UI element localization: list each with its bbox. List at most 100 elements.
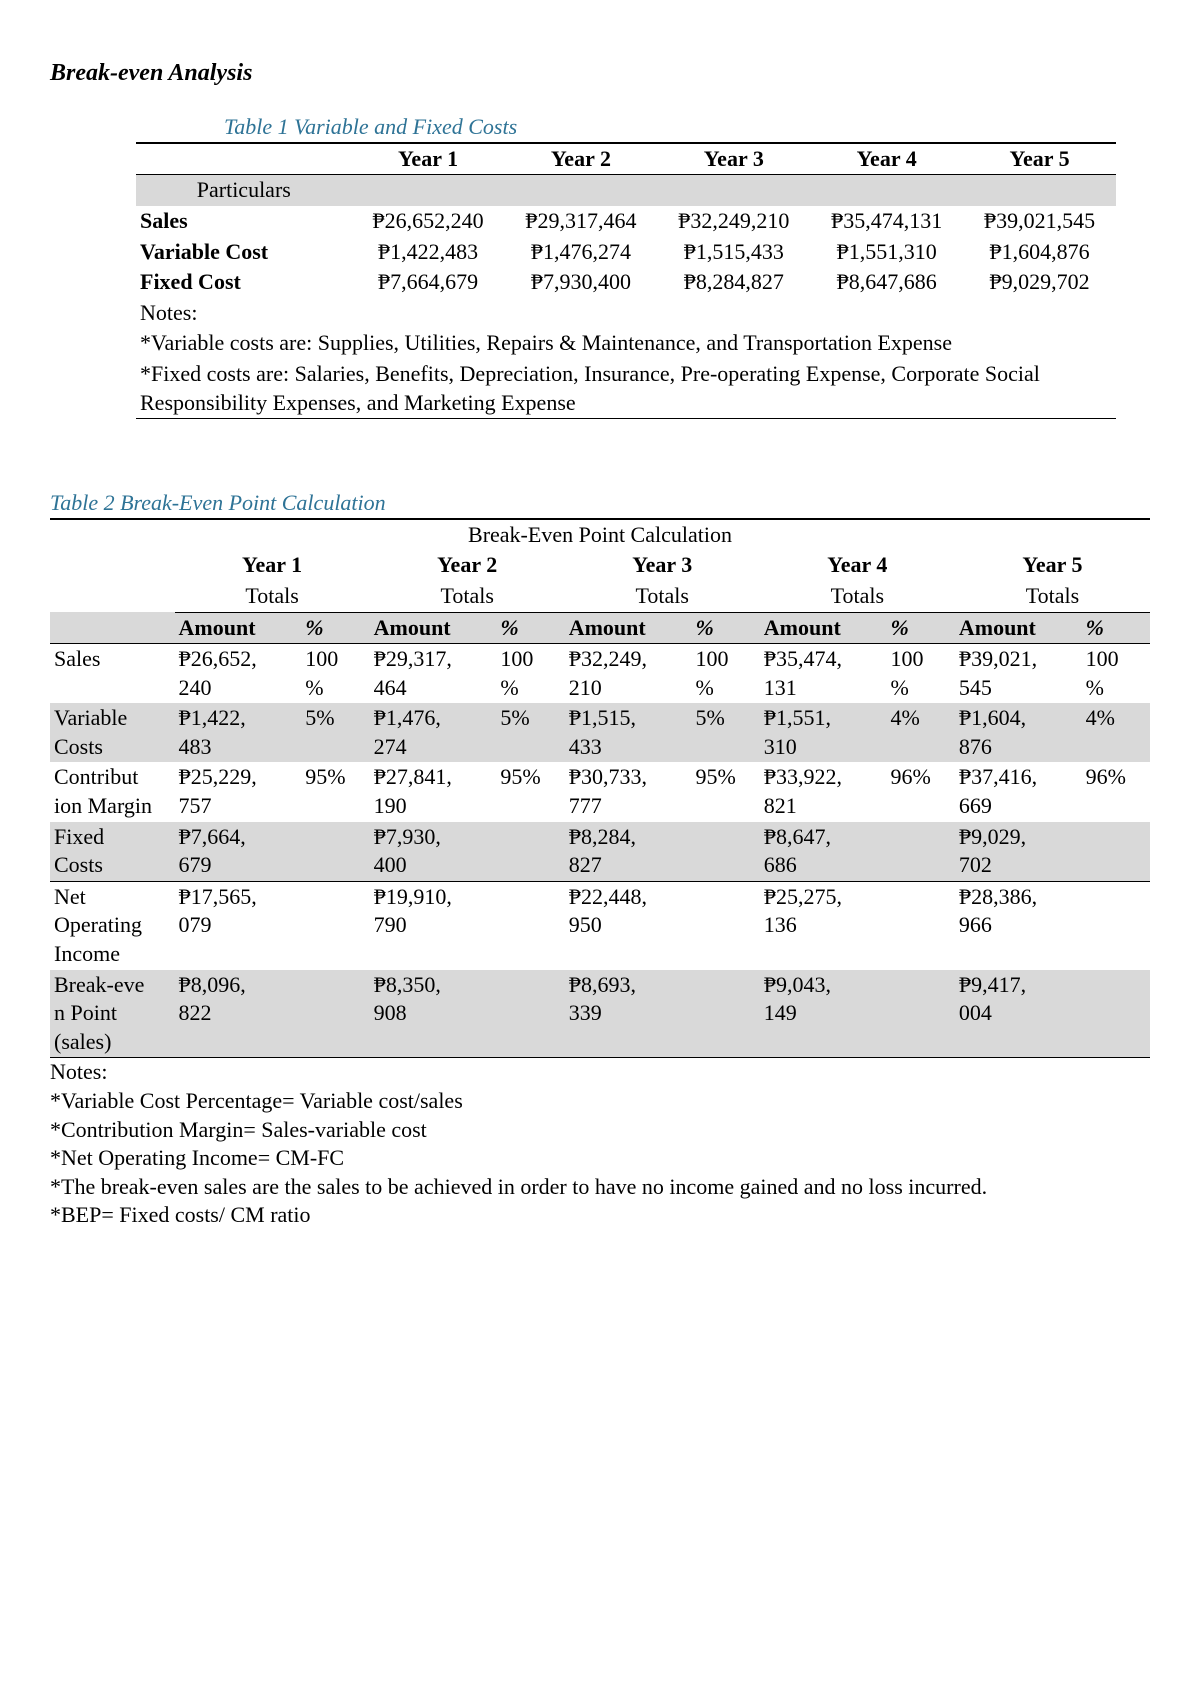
cell-amount: ₱1,551,310	[760, 703, 887, 762]
cell-amount: ₱7,664,679	[175, 822, 302, 882]
table-row: Variable Cost₱1,422,483₱1,476,274₱1,515,…	[136, 237, 1116, 268]
cell-amount: ₱25,275,136	[760, 881, 887, 969]
table2-totals-3: Totals	[565, 581, 760, 612]
cell-percent: 100%	[1082, 644, 1150, 704]
cell-value: ₱26,652,240	[352, 206, 505, 237]
table1-head-y1: Year 1	[352, 143, 505, 175]
row-label: Break-even Point(sales)	[50, 970, 175, 1058]
cell-percent	[496, 970, 564, 1058]
cell-value: ₱1,551,310	[810, 237, 963, 268]
table2-amount-h-1: Amount	[175, 612, 302, 644]
table2-title: Break-Even Point Calculation	[50, 519, 1150, 551]
row-label: VariableCosts	[50, 703, 175, 762]
cell-amount: ₱9,029,702	[955, 822, 1082, 882]
cell-value: ₱1,476,274	[504, 237, 657, 268]
cell-amount: ₱1,422,483	[175, 703, 302, 762]
table2-pct-h-5: %	[1082, 612, 1150, 644]
cell-amount: ₱1,604,876	[955, 703, 1082, 762]
table1-head-y5: Year 5	[963, 143, 1116, 175]
cell-percent: 96%	[1082, 762, 1150, 821]
cell-amount: ₱8,350,908	[370, 970, 497, 1058]
table2-title-row: Break-Even Point Calculation	[50, 519, 1150, 551]
cell-percent: 100%	[887, 644, 955, 704]
cell-percent: 95%	[496, 762, 564, 821]
row-label: Variable Cost	[136, 237, 352, 268]
cell-percent: 100%	[691, 644, 759, 704]
cell-amount: ₱25,229,757	[175, 762, 302, 821]
cell-percent	[887, 970, 955, 1058]
table1-container: Table 1 Variable and Fixed Costs Year 1 …	[136, 113, 1116, 419]
table-row: Contribution Margin₱25,229,75795%₱27,841…	[50, 762, 1150, 821]
table-row: Sales₱26,652,240₱29,317,464₱32,249,210₱3…	[136, 206, 1116, 237]
cell-value: ₱8,647,686	[810, 267, 963, 298]
table2-year-row: Year 1 Year 2 Year 3 Year 4 Year 5	[50, 550, 1150, 581]
table2-year-3: Year 3	[565, 550, 760, 581]
table1-notes-label-row: Notes:	[136, 298, 1116, 329]
cell-value: ₱9,029,702	[963, 267, 1116, 298]
table2-year-1: Year 1	[175, 550, 370, 581]
cell-amount: ₱8,647,686	[760, 822, 887, 882]
table1-head-y2: Year 2	[504, 143, 657, 175]
table2-totals-5: Totals	[955, 581, 1150, 612]
table2-totals-1: Totals	[175, 581, 370, 612]
table2-totals-4: Totals	[760, 581, 955, 612]
table2-note-3: *Net Operating Income= CM-FC	[50, 1144, 1150, 1173]
cell-value: ₱35,474,131	[810, 206, 963, 237]
table2-pct-h-4: %	[887, 612, 955, 644]
table2-notes-label: Notes:	[50, 1058, 1150, 1087]
row-label: FixedCosts	[50, 822, 175, 882]
table-row: Sales₱26,652,240100%₱29,317,464100%₱32,2…	[50, 644, 1150, 704]
cell-amount: ₱9,417,004	[955, 970, 1082, 1058]
table2-note-5: *BEP= Fixed costs/ CM ratio	[50, 1201, 1150, 1230]
table1-particulars-row: Particulars	[136, 175, 1116, 206]
table1: Year 1 Year 2 Year 3 Year 4 Year 5 Parti…	[136, 142, 1116, 419]
cell-value: ₱39,021,545	[963, 206, 1116, 237]
table2-note-1: *Variable Cost Percentage= Variable cost…	[50, 1087, 1150, 1116]
table-row: NetOperatingIncome₱17,565,079₱19,910,790…	[50, 881, 1150, 969]
cell-percent: 5%	[496, 703, 564, 762]
table2: Break-Even Point Calculation Year 1 Year…	[50, 518, 1150, 1059]
cell-value: ₱1,515,433	[657, 237, 810, 268]
cell-value: ₱32,249,210	[657, 206, 810, 237]
cell-amount: ₱22,448,950	[565, 881, 692, 969]
cell-percent	[301, 822, 369, 882]
table2-pct-h-2: %	[496, 612, 564, 644]
table1-notes-label: Notes:	[136, 298, 1116, 329]
table1-note-2: *Fixed costs are: Salaries, Benefits, De…	[136, 359, 1116, 419]
cell-amount: ₱7,930,400	[370, 822, 497, 882]
cell-amount: ₱39,021,545	[955, 644, 1082, 704]
cell-value: ₱1,604,876	[963, 237, 1116, 268]
cell-amount: ₱30,733,777	[565, 762, 692, 821]
cell-amount: ₱28,386,966	[955, 881, 1082, 969]
cell-percent	[1082, 881, 1150, 969]
row-label: Fixed Cost	[136, 267, 352, 298]
cell-percent	[691, 822, 759, 882]
cell-percent	[887, 822, 955, 882]
row-label: Contribution Margin	[50, 762, 175, 821]
cell-percent: 5%	[691, 703, 759, 762]
cell-amount: ₱37,416,669	[955, 762, 1082, 821]
table1-caption: Table 1 Variable and Fixed Costs	[136, 113, 1116, 142]
table2-note-2: *Contribution Margin= Sales-variable cos…	[50, 1116, 1150, 1145]
table2-year-4: Year 4	[760, 550, 955, 581]
cell-percent	[496, 881, 564, 969]
cell-percent	[887, 881, 955, 969]
table2-year-2: Year 2	[370, 550, 565, 581]
page: Break-even Analysis Table 1 Variable and…	[0, 0, 1200, 1697]
row-label: Sales	[136, 206, 352, 237]
table-row: Break-even Point(sales)₱8,096,822₱8,350,…	[50, 970, 1150, 1058]
cell-amount: ₱26,652,240	[175, 644, 302, 704]
table1-note-2-row: *Fixed costs are: Salaries, Benefits, De…	[136, 359, 1116, 419]
table2-totals-2: Totals	[370, 581, 565, 612]
cell-amount: ₱17,565,079	[175, 881, 302, 969]
cell-percent: 95%	[301, 762, 369, 821]
cell-percent: 96%	[887, 762, 955, 821]
table2-amount-h-2: Amount	[370, 612, 497, 644]
cell-percent: 100%	[496, 644, 564, 704]
cell-percent	[301, 970, 369, 1058]
cell-percent	[1082, 970, 1150, 1058]
table1-head-y4: Year 4	[810, 143, 963, 175]
cell-value: ₱7,930,400	[504, 267, 657, 298]
cell-percent: 5%	[301, 703, 369, 762]
table2-notes: Notes: *Variable Cost Percentage= Variab…	[50, 1058, 1150, 1230]
